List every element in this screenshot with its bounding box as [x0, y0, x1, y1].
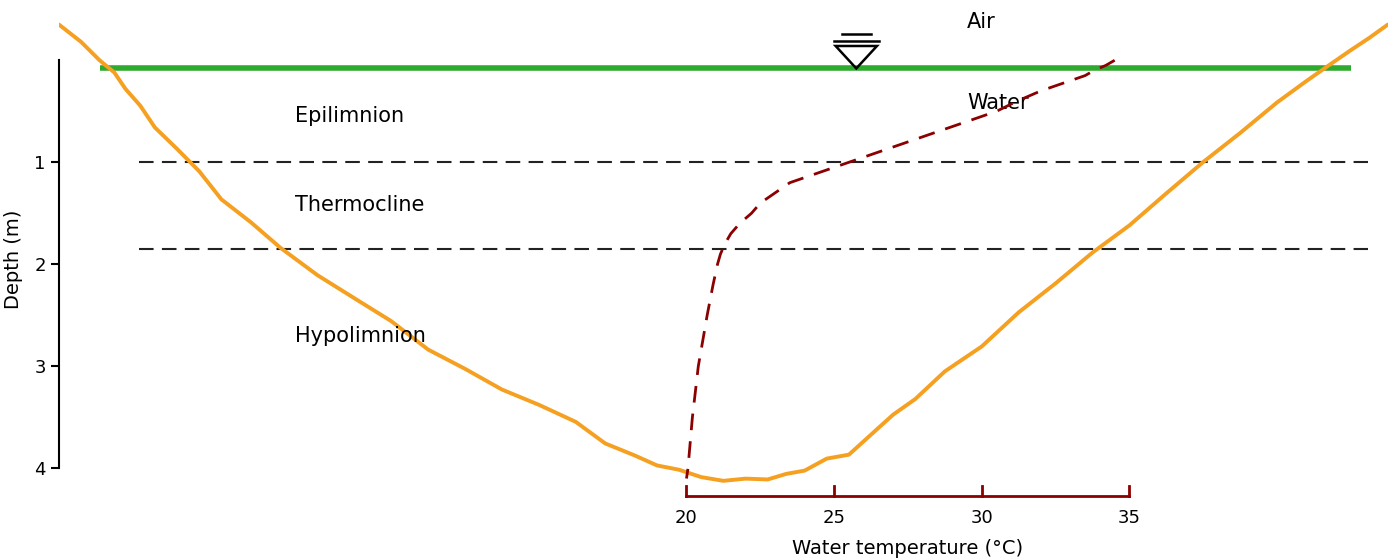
Text: Water temperature (°C): Water temperature (°C)	[792, 538, 1023, 557]
Text: Water: Water	[967, 93, 1029, 113]
Text: Epilimnion: Epilimnion	[295, 107, 404, 126]
Text: 25: 25	[823, 509, 846, 527]
Text: 20: 20	[675, 509, 697, 527]
Text: 30: 30	[970, 509, 992, 527]
Text: 35: 35	[1118, 509, 1141, 527]
Text: Thermocline: Thermocline	[295, 195, 425, 215]
Y-axis label: Depth (m): Depth (m)	[4, 209, 24, 309]
Text: Hypolimnion: Hypolimnion	[295, 326, 426, 346]
Text: Air: Air	[967, 12, 995, 31]
